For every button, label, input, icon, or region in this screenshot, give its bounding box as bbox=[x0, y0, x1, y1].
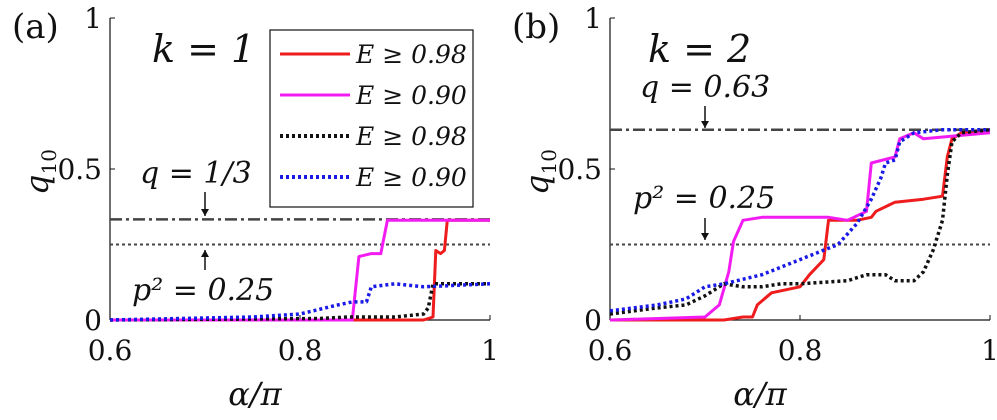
annotation-arrow-head bbox=[701, 121, 709, 128]
y-tick-label: 1 bbox=[84, 2, 102, 35]
legend-label: E ≥ 0.98 bbox=[355, 122, 467, 151]
k-label: k = 1 bbox=[152, 27, 255, 71]
annotation-label: q = 0.63 bbox=[640, 70, 770, 105]
x-tick-label: 0.6 bbox=[588, 334, 633, 367]
series-line-blue-dotted bbox=[609, 127, 990, 313]
annotation-label: q = 1/3 bbox=[140, 156, 252, 191]
legend-label: E ≥ 0.90 bbox=[355, 81, 467, 110]
annotation-label: p² = 0.25 bbox=[132, 273, 274, 308]
y-tick-label: 0 bbox=[84, 304, 102, 337]
y-tick-label: 0.5 bbox=[557, 153, 602, 186]
legend: E ≥ 0.98 E ≥ 0.90 E ≥ 0.98 E ≥ 0.90 bbox=[269, 29, 474, 208]
y-tick-label: 0.5 bbox=[57, 153, 102, 186]
x-tick-label: 0.6 bbox=[88, 334, 133, 367]
series-line-red-solid bbox=[110, 218, 490, 322]
series-line-blue-dotted bbox=[109, 282, 491, 322]
panel-a: 0.6 0.8 1 0 0.5 1 q = 1/3 p² = 0.25 (a) k = 1 α/π q… bbox=[12, 2, 499, 413]
y-axis-label: q10 bbox=[518, 149, 561, 195]
y-axis-label: q10 bbox=[18, 149, 61, 195]
annotation-arrow-head bbox=[201, 209, 209, 216]
panel-label: (b) bbox=[512, 7, 560, 47]
x-axis-label: α/π bbox=[733, 375, 787, 413]
series-line-red-solid bbox=[610, 128, 991, 322]
x-tick-label: 1 bbox=[981, 334, 997, 367]
x-axis-label: α/π bbox=[228, 375, 282, 413]
legend-label: E ≥ 0.90 bbox=[355, 163, 467, 192]
annotation-arrow-head bbox=[701, 233, 709, 240]
annotation-label: p² = 0.25 bbox=[633, 181, 775, 216]
series-line-magenta-solid bbox=[110, 218, 490, 322]
panel-label: (a) bbox=[12, 7, 59, 47]
x-tick-label: 0.8 bbox=[278, 334, 323, 367]
legend-label: E ≥ 0.98 bbox=[355, 40, 467, 69]
panel-b: 0.6 0.8 1 0 0.5 1 q = 0.63 p² = 0.25 (b) k = 2 α/π… bbox=[512, 2, 997, 413]
legend-box bbox=[269, 29, 474, 208]
k-label: k = 2 bbox=[648, 27, 751, 71]
series-line-black-dotted bbox=[609, 127, 991, 316]
x-tick-label: 1 bbox=[481, 334, 499, 367]
y-tick-label: 0 bbox=[584, 304, 602, 337]
x-tick-label: 0.8 bbox=[778, 334, 823, 367]
annotation-arrow-head bbox=[201, 250, 209, 257]
series-line-magenta-solid bbox=[609, 131, 991, 322]
y-tick-label: 1 bbox=[584, 2, 602, 35]
